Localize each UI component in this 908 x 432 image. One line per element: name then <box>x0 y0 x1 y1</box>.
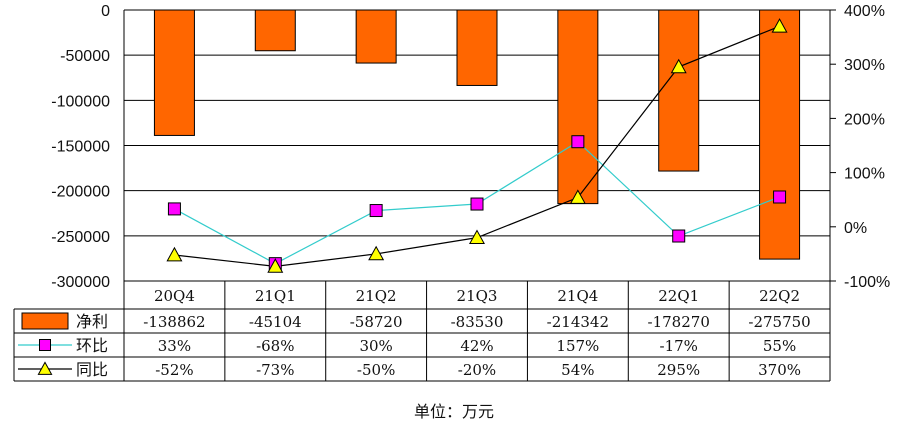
bar <box>759 9 801 260</box>
unit-note: 单位：万元 <box>413 402 494 421</box>
legend-key-bar <box>21 312 69 330</box>
point-mom <box>167 202 181 216</box>
line-series <box>166 18 788 273</box>
legend-label: 净利 <box>76 312 108 331</box>
point-mom <box>470 197 484 211</box>
left-tick-label: -100000 <box>51 93 110 110</box>
left-tick-label: 0 <box>101 3 110 20</box>
legend-label: 环比 <box>76 336 108 355</box>
point-yoy <box>771 18 788 33</box>
right-tick-label: 100% <box>844 166 885 183</box>
point-mom <box>571 135 585 149</box>
right-tick-label: 0% <box>844 220 867 237</box>
data-label: -50% <box>357 361 395 379</box>
legend-key-marker <box>37 361 53 375</box>
data-label: -275750 <box>748 313 810 331</box>
right-tick-label: 400% <box>844 3 885 20</box>
point-mom <box>773 190 787 204</box>
category-label: 21Q4 <box>557 287 598 305</box>
data-label: 54% <box>561 361 594 379</box>
left-tick-label: -50000 <box>60 48 110 65</box>
data-label: -52% <box>155 361 193 379</box>
point-yoy <box>166 246 183 262</box>
bar <box>153 9 195 136</box>
category-label: 21Q1 <box>255 287 296 305</box>
bar <box>658 9 700 172</box>
category-label: 22Q1 <box>658 287 699 305</box>
data-label: 30% <box>359 337 392 355</box>
data-label: -17% <box>660 337 698 355</box>
point-yoy <box>569 189 586 204</box>
data-label: -138862 <box>143 313 205 331</box>
right-tick-label: -100% <box>844 274 890 291</box>
legend-key-marker <box>39 339 51 351</box>
point-yoy <box>368 245 385 261</box>
point-yoy <box>267 258 284 273</box>
bar <box>557 9 599 205</box>
point-yoy <box>469 229 485 244</box>
bar <box>254 9 296 52</box>
bar <box>456 9 498 86</box>
data-label: 33% <box>158 337 191 355</box>
data-label: -20% <box>458 361 496 379</box>
data-label: 157% <box>556 337 599 355</box>
data-label: -73% <box>256 361 294 379</box>
legend-label: 同比 <box>76 360 108 379</box>
left-tick-label: -150000 <box>51 139 110 156</box>
data-label: -68% <box>256 337 294 355</box>
category-label: 20Q4 <box>154 287 195 305</box>
data-table: 20Q4 21Q1 21Q2 21Q3 21Q4 22Q1 22Q2 净利 -138862 -45… <box>13 280 831 382</box>
bar-series-net-profit <box>153 9 801 260</box>
left-tick-label: -200000 <box>51 184 110 201</box>
point-yoy <box>670 58 687 74</box>
data-label: -58720 <box>350 313 403 331</box>
category-label: 22Q2 <box>759 287 800 305</box>
left-axis: 0 -50000 -100000 -150000 -200000 -250000 -3000… <box>51 3 125 291</box>
data-label: -83530 <box>451 313 504 331</box>
data-label: 55% <box>763 337 796 355</box>
left-tick-label: -300000 <box>51 274 110 291</box>
data-label: -178270 <box>648 313 710 331</box>
data-label: 42% <box>460 337 493 355</box>
bar <box>355 9 397 64</box>
category-label: 21Q3 <box>457 287 498 305</box>
category-label: 21Q2 <box>356 287 397 305</box>
point-mom <box>672 229 686 243</box>
left-tick-label: -250000 <box>51 229 110 246</box>
data-label: 295% <box>657 361 700 379</box>
point-mom <box>369 204 383 218</box>
data-label: -45104 <box>249 313 302 331</box>
right-tick-label: 200% <box>844 111 885 128</box>
data-label: -214342 <box>547 313 609 331</box>
right-axis: 400% 300% 200% 100% 0% -100% <box>829 3 890 291</box>
right-tick-label: 300% <box>844 57 885 74</box>
data-label: 370% <box>758 361 801 379</box>
